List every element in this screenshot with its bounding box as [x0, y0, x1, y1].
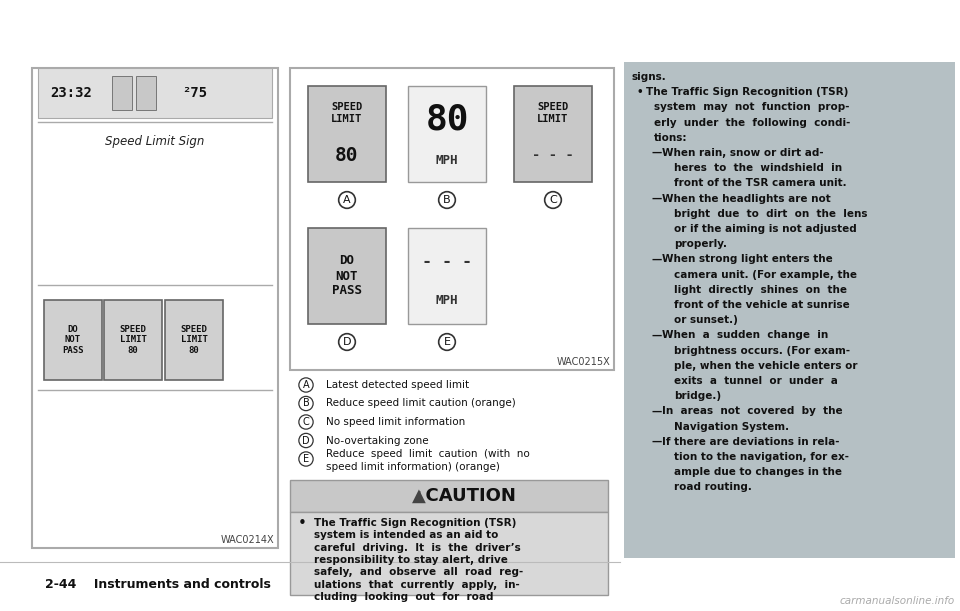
- Text: B: B: [302, 398, 309, 409]
- Text: responsibility to stay alert, drive: responsibility to stay alert, drive: [314, 555, 508, 565]
- Text: A: A: [302, 380, 309, 390]
- Bar: [290, 480, 608, 512]
- Bar: [624, 62, 955, 558]
- Bar: [308, 86, 386, 182]
- Text: exits  a  tunnel  or  under  a: exits a tunnel or under a: [674, 376, 838, 386]
- Text: SPEED
LIMIT
80: SPEED LIMIT 80: [120, 325, 147, 355]
- Text: SPEED
LIMIT: SPEED LIMIT: [538, 102, 568, 123]
- Text: tion to the navigation, for ex-: tion to the navigation, for ex-: [674, 452, 849, 462]
- Text: or if the aiming is not adjusted: or if the aiming is not adjusted: [674, 224, 856, 234]
- Text: MPH: MPH: [436, 293, 458, 307]
- Text: WAC0215X: WAC0215X: [556, 357, 610, 367]
- Text: SPEED
LIMIT
80: SPEED LIMIT 80: [180, 325, 207, 355]
- Text: bright  due  to  dirt  on  the  lens: bright due to dirt on the lens: [674, 209, 868, 219]
- Bar: [290, 512, 608, 595]
- Text: B: B: [444, 195, 451, 205]
- Text: C: C: [302, 417, 309, 427]
- Text: When the headlights are not: When the headlights are not: [662, 194, 830, 203]
- Text: —: —: [652, 437, 662, 447]
- Text: When strong light enters the: When strong light enters the: [662, 254, 832, 265]
- Text: When  a  sudden  change  in: When a sudden change in: [662, 331, 828, 340]
- Text: ulations  that  currently  apply,  in-: ulations that currently apply, in-: [314, 579, 519, 590]
- Text: front of the TSR camera unit.: front of the TSR camera unit.: [674, 178, 847, 188]
- Text: signs.: signs.: [632, 72, 667, 82]
- Bar: [408, 86, 486, 182]
- Bar: [32, 68, 278, 548]
- Text: WAC0214X: WAC0214X: [221, 535, 274, 545]
- Text: E: E: [444, 337, 450, 347]
- Text: DO
NOT
PASS: DO NOT PASS: [332, 255, 362, 298]
- Text: —: —: [652, 194, 662, 203]
- Bar: [408, 228, 486, 324]
- Text: Latest detected speed limit: Latest detected speed limit: [326, 380, 469, 390]
- Text: In  areas  not  covered  by  the: In areas not covered by the: [662, 406, 843, 417]
- Text: 80: 80: [425, 103, 468, 137]
- Text: !: !: [417, 491, 420, 501]
- Text: ▲: ▲: [412, 487, 426, 505]
- Text: —: —: [652, 406, 662, 417]
- Bar: [514, 86, 592, 182]
- Text: front of the vehicle at sunrise: front of the vehicle at sunrise: [674, 300, 850, 310]
- Text: Speed Limit Sign: Speed Limit Sign: [106, 136, 204, 148]
- Bar: [44, 300, 102, 380]
- Text: safely,  and  observe  all  road  reg-: safely, and observe all road reg-: [314, 567, 523, 577]
- Text: ple, when the vehicle enters or: ple, when the vehicle enters or: [674, 361, 857, 371]
- Text: Reduce speed limit caution (orange): Reduce speed limit caution (orange): [326, 398, 516, 409]
- Text: A: A: [343, 195, 350, 205]
- Text: —: —: [652, 254, 662, 265]
- Bar: [165, 300, 223, 380]
- Text: If there are deviations in rela-: If there are deviations in rela-: [662, 437, 839, 447]
- Text: tions:: tions:: [654, 133, 687, 143]
- Bar: [308, 228, 386, 324]
- Text: system is intended as an aid to: system is intended as an aid to: [314, 530, 498, 540]
- Text: •: •: [298, 516, 306, 530]
- Text: ample due to changes in the: ample due to changes in the: [674, 467, 842, 477]
- Text: light  directly  shines  on  the: light directly shines on the: [674, 285, 847, 295]
- Text: properly.: properly.: [674, 239, 727, 249]
- Text: No speed limit information: No speed limit information: [326, 417, 466, 427]
- Text: 2-44    Instruments and controls: 2-44 Instruments and controls: [45, 579, 271, 591]
- Text: cluding  looking  out  for  road: cluding looking out for road: [314, 592, 493, 602]
- Text: SPEED
LIMIT: SPEED LIMIT: [331, 102, 363, 123]
- Text: D: D: [343, 337, 351, 347]
- Text: bridge.): bridge.): [674, 391, 721, 401]
- Text: ²75: ²75: [182, 86, 207, 100]
- Text: CAUTION: CAUTION: [413, 487, 516, 505]
- Text: heres  to  the  windshield  in: heres to the windshield in: [674, 163, 842, 173]
- Text: carmanualsonline.info: carmanualsonline.info: [840, 596, 955, 606]
- Text: camera unit. (For example, the: camera unit. (For example, the: [674, 269, 857, 280]
- Text: E: E: [303, 454, 309, 464]
- Text: D: D: [302, 436, 310, 445]
- Text: No-overtaking zone: No-overtaking zone: [326, 436, 428, 445]
- Bar: [136, 76, 156, 110]
- Text: —: —: [652, 148, 662, 158]
- Text: or sunset.): or sunset.): [674, 315, 738, 325]
- Bar: [104, 300, 162, 380]
- Text: Navigation System.: Navigation System.: [674, 422, 789, 431]
- Text: - - -: - - -: [532, 148, 574, 162]
- Text: brightness occurs. (For exam-: brightness occurs. (For exam-: [674, 346, 851, 356]
- Text: —: —: [652, 331, 662, 340]
- Text: C: C: [549, 195, 557, 205]
- Text: The Traffic Sign Recognition (TSR): The Traffic Sign Recognition (TSR): [646, 87, 849, 97]
- Text: Reduce  speed  limit  caution  (with  no: Reduce speed limit caution (with no: [326, 449, 530, 459]
- Text: DO
NOT
PASS: DO NOT PASS: [62, 325, 84, 355]
- Text: MPH: MPH: [436, 155, 458, 167]
- Text: road routing.: road routing.: [674, 483, 752, 492]
- Text: - - -: - - -: [422, 252, 472, 271]
- Text: •: •: [636, 87, 642, 97]
- Bar: [290, 68, 614, 370]
- Text: erly  under  the  following  condi-: erly under the following condi-: [654, 117, 851, 128]
- Text: 80: 80: [335, 145, 359, 164]
- Text: system  may  not  function  prop-: system may not function prop-: [654, 103, 850, 112]
- Bar: [38, 68, 272, 118]
- Text: careful  driving.  It  is  the  driver’s: careful driving. It is the driver’s: [314, 543, 520, 552]
- Text: speed limit information) (orange): speed limit information) (orange): [326, 462, 500, 472]
- Bar: [112, 76, 132, 110]
- Text: 23:32: 23:32: [50, 86, 92, 100]
- Text: The Traffic Sign Recognition (TSR): The Traffic Sign Recognition (TSR): [314, 518, 516, 528]
- Text: When rain, snow or dirt ad-: When rain, snow or dirt ad-: [662, 148, 824, 158]
